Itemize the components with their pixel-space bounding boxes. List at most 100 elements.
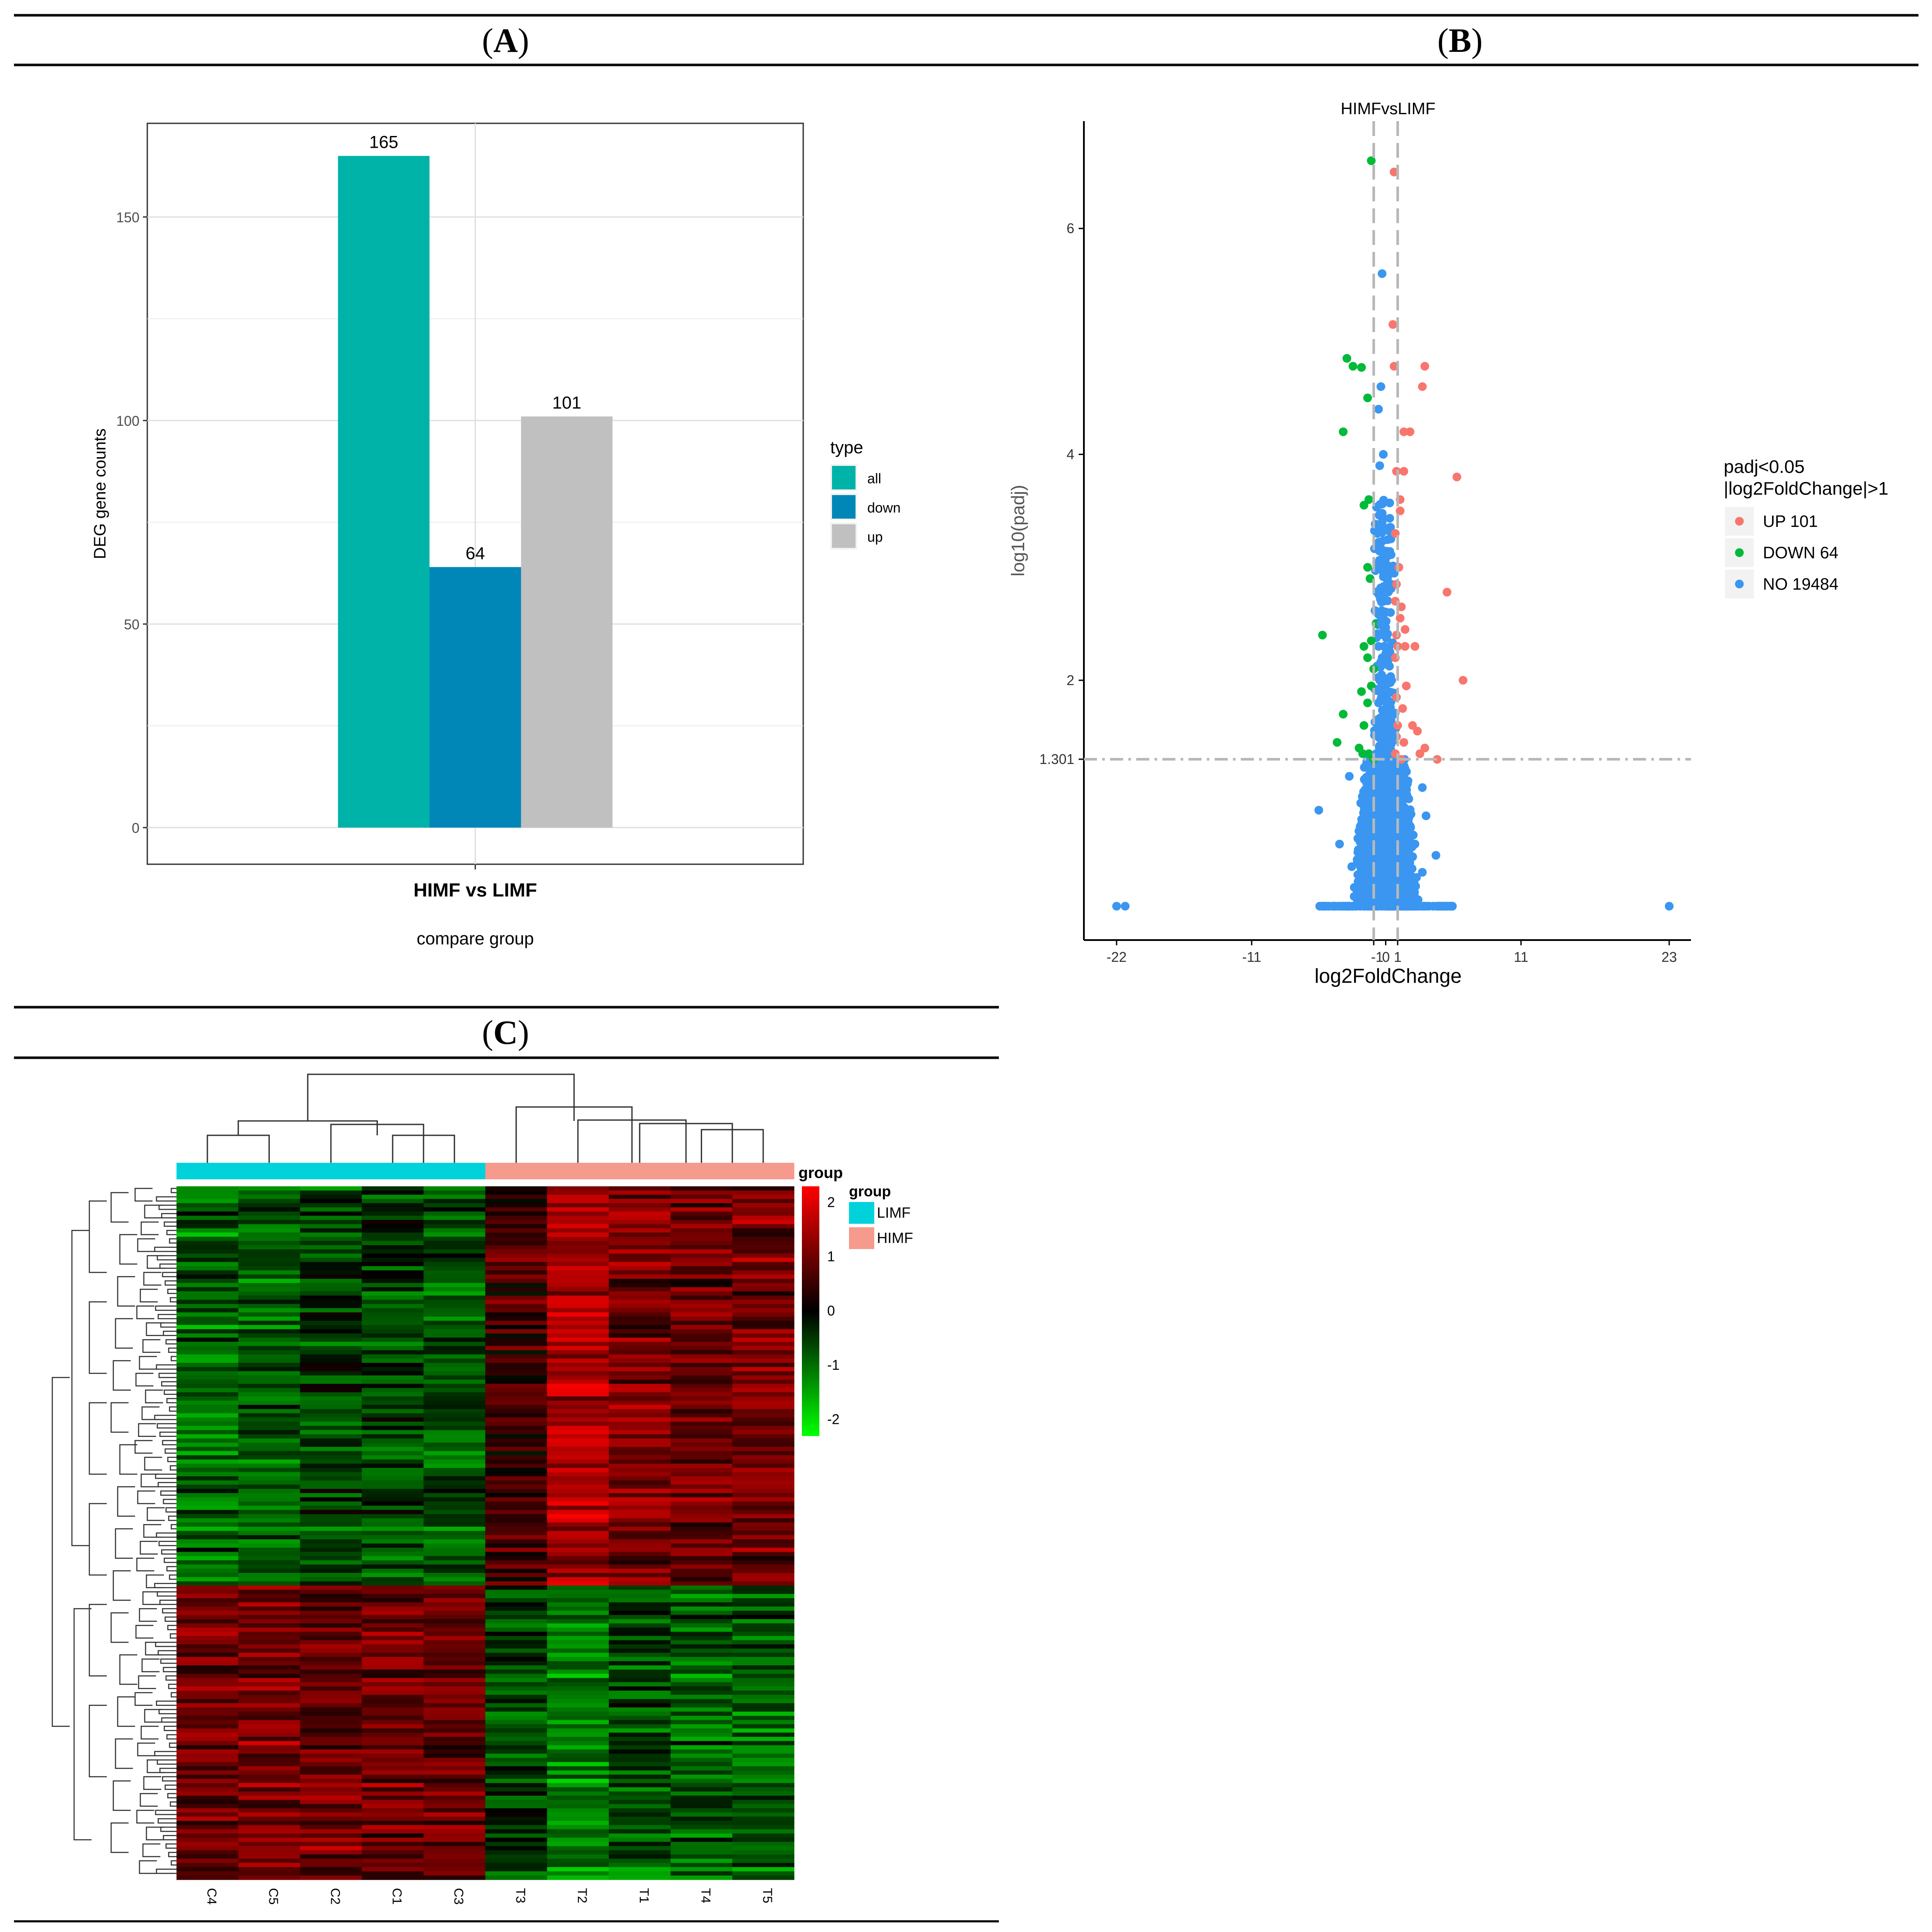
- heatmap-cell: [362, 1615, 424, 1620]
- row-dendrogram-leaf-link: [169, 1574, 177, 1580]
- heatmap-cell: [732, 1594, 795, 1599]
- y-tick-label: 100: [116, 413, 139, 429]
- point-no: [1331, 902, 1340, 911]
- heatmap-cell: [608, 1674, 671, 1678]
- heatmap-cell: [608, 1766, 671, 1771]
- heatmap-cell: [547, 1796, 609, 1800]
- heatmap-cell: [485, 1426, 547, 1430]
- heatmap-cell: [732, 1300, 795, 1304]
- heatmap-cell: [362, 1476, 424, 1481]
- heatmap-cell: [547, 1388, 609, 1393]
- heatmap-cell: [608, 1770, 671, 1775]
- heatmap-cell: [300, 1653, 362, 1657]
- row-dendrogram-leaf-link: [159, 1263, 177, 1269]
- heatmap-cell: [485, 1556, 547, 1561]
- heatmap-cell: [362, 1308, 424, 1313]
- heatmap-cell: [485, 1451, 547, 1456]
- heatmap-cell: [732, 1762, 795, 1767]
- bar-value-label: 101: [552, 394, 581, 413]
- heatmap-cell: [485, 1371, 547, 1376]
- heatmap-cell: [485, 1586, 547, 1590]
- y-tick-label: 150: [116, 210, 139, 225]
- point-no: [1388, 902, 1397, 911]
- heatmap-cell: [547, 1720, 609, 1725]
- heatmap-cell: [300, 1346, 362, 1351]
- heatmap-cell: [423, 1409, 486, 1414]
- heatmap-cell: [732, 1548, 795, 1552]
- heatmap-cell: [300, 1644, 362, 1649]
- heatmap-cell: [608, 1325, 671, 1330]
- heatmap-cell: [485, 1791, 547, 1796]
- heatmap-cell: [608, 1842, 671, 1847]
- heatmap-cell: [608, 1484, 671, 1489]
- heatmap-cell: [547, 1413, 609, 1418]
- heatmap-cell: [423, 1333, 486, 1338]
- heatmap-cell: [423, 1283, 486, 1288]
- heatmap-cell: [670, 1195, 733, 1199]
- heatmap-cell: [423, 1812, 486, 1817]
- heatmap-cell: [177, 1367, 239, 1372]
- row-dendrogram-link: [146, 1574, 164, 1589]
- heatmap-cell: [238, 1741, 300, 1746]
- point-no: [1364, 880, 1373, 890]
- heatmap-cell: [423, 1665, 486, 1670]
- heatmap-cell: [732, 1375, 795, 1380]
- heatmap-cell: [608, 1728, 671, 1733]
- heatmap-cell: [423, 1274, 486, 1279]
- heatmap-cell: [238, 1413, 300, 1418]
- heatmap-cell: [362, 1829, 424, 1834]
- heatmap-cell: [177, 1527, 239, 1531]
- heatmap-cell: [362, 1434, 424, 1439]
- panel-ab-bottom-rule: [14, 64, 1918, 66]
- heatmap-cell: [238, 1274, 300, 1279]
- heatmap-cell: [238, 1858, 300, 1864]
- point-no: [1394, 856, 1403, 865]
- point-down: [1339, 710, 1348, 719]
- heatmap-cell: [423, 1514, 486, 1519]
- heatmap-cell: [670, 1233, 733, 1237]
- heatmap-cell: [732, 1446, 795, 1452]
- heatmap-cell: [238, 1333, 300, 1338]
- heatmap-cell: [547, 1724, 609, 1729]
- heatmap-cell: [238, 1459, 300, 1464]
- heatmap-cell: [732, 1573, 795, 1578]
- heatmap-cell: [238, 1636, 300, 1640]
- heatmap-cell: [238, 1514, 300, 1519]
- heatmap-cell: [670, 1379, 733, 1384]
- heatmap-cell: [177, 1560, 239, 1565]
- heatmap-cell: [362, 1489, 424, 1494]
- heatmap-cell: [732, 1220, 795, 1225]
- heatmap-cell: [485, 1527, 547, 1531]
- heatmap-cell: [608, 1863, 671, 1867]
- heatmap-cell: [300, 1295, 362, 1300]
- heatmap-cell: [485, 1497, 547, 1502]
- row-dendrogram-link: [88, 1402, 107, 1475]
- heatmap-cell: [423, 1384, 486, 1389]
- heatmap-cell: [362, 1224, 424, 1229]
- heatmap-cell: [423, 1388, 486, 1393]
- heatmap-cell: [547, 1514, 609, 1519]
- heatmap-cell: [362, 1665, 424, 1670]
- heatmap-cell: [300, 1682, 362, 1687]
- heatmap-cell: [238, 1384, 300, 1389]
- heatmap-cell: [238, 1379, 300, 1384]
- heatmap-cell: [670, 1796, 733, 1800]
- heatmap-cell: [608, 1867, 671, 1872]
- heatmap-cell: [177, 1606, 239, 1611]
- heatmap-cell: [423, 1304, 486, 1309]
- heatmap-cell: [423, 1615, 486, 1620]
- heatmap-cell: [547, 1875, 609, 1880]
- heatmap-cell: [238, 1808, 300, 1813]
- heatmap-cell: [423, 1220, 486, 1225]
- heatmap-cell: [423, 1455, 486, 1460]
- row-dendrogram-leaf-link: [166, 1566, 177, 1572]
- heatmap-cell: [670, 1371, 733, 1376]
- point-down: [1333, 738, 1341, 747]
- point-no: [1376, 619, 1385, 628]
- heatmap-cell: [238, 1216, 300, 1220]
- heatmap-cell: [300, 1262, 362, 1266]
- heatmap-cell: [608, 1514, 671, 1519]
- row-dendrogram-leaf-link: [157, 1650, 177, 1656]
